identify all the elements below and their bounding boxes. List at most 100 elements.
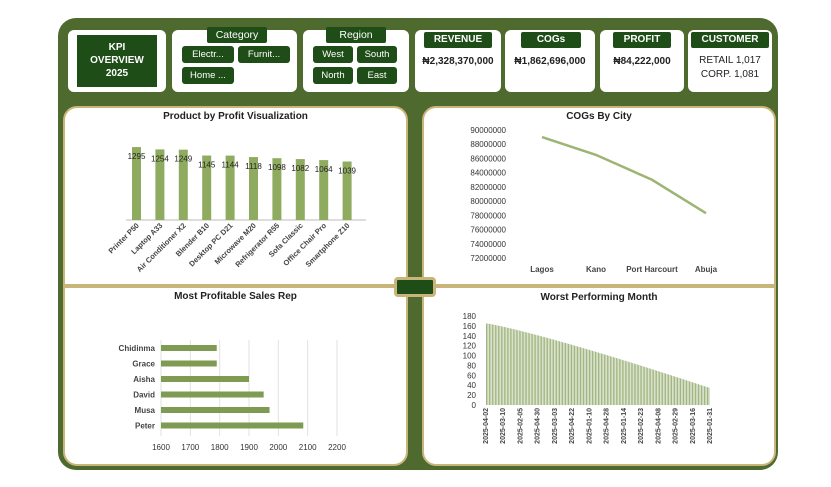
y-tick-label: 0 (472, 401, 477, 410)
bar (202, 155, 212, 220)
bar (663, 373, 665, 405)
sales-rep-panel: Most Profitable Sales Rep 1600 1700 1800 19… (63, 286, 408, 466)
bar (681, 378, 683, 405)
category-option-furniture[interactable]: Furnit... (238, 46, 290, 63)
bar (653, 369, 655, 405)
x-tick-label: Abuja (695, 265, 718, 274)
x-tick-label: 2025-02-23 (638, 408, 645, 444)
bar (624, 360, 626, 405)
customer-retail: RETAIL 1,017 (699, 55, 761, 66)
bar (161, 360, 217, 367)
bar (523, 331, 525, 405)
region-option-east[interactable]: East (357, 67, 397, 84)
y-tick-label: 72000000 (470, 254, 506, 263)
bar (572, 345, 574, 405)
bar (509, 328, 511, 405)
bar (645, 367, 647, 405)
worst-month-panel: Worst Performing Month 0 20 40 60 80 100 120 14… (422, 286, 776, 466)
revenue-title: REVENUE (424, 32, 492, 48)
bar (593, 351, 595, 405)
bar (491, 324, 493, 405)
x-tick-label: 1700 (181, 443, 199, 452)
x-tick-label: 2025-04-02 (483, 408, 490, 444)
bar (629, 362, 631, 405)
y-tick-label: 180 (463, 312, 477, 321)
x-tick-label: 2025-03-03 (552, 408, 559, 444)
profit-card: PROFIT ₦84,222,000 (600, 30, 684, 92)
y-tick-label: 74000000 (470, 240, 506, 249)
bar (657, 371, 659, 405)
bar (615, 358, 617, 405)
data-label: 1249 (174, 155, 192, 164)
bar (614, 357, 616, 405)
profit-title: PROFIT (613, 32, 671, 48)
bar (638, 364, 640, 405)
bar (586, 349, 587, 405)
bar (611, 356, 613, 405)
bar (587, 349, 589, 405)
bar (612, 357, 614, 405)
x-tick-label: 2025-04-30 (535, 408, 542, 444)
bar (630, 362, 632, 405)
kpi-title-line: KPI (108, 42, 126, 53)
bar (515, 329, 517, 405)
profit-value: ₦84,222,000 (613, 56, 671, 67)
bar (249, 157, 258, 220)
bar (686, 380, 687, 405)
category-option-home[interactable]: Home ... (182, 67, 234, 84)
bar (295, 159, 305, 220)
bar (497, 325, 499, 405)
bar (539, 335, 541, 405)
bar (623, 360, 625, 405)
bar (602, 353, 604, 405)
bar (598, 352, 599, 405)
bar (514, 329, 516, 405)
bar (636, 364, 638, 405)
bar (505, 327, 507, 405)
cogs-title: COGs (521, 32, 581, 48)
bar (178, 149, 188, 220)
bar (566, 343, 568, 405)
category-option-electronics[interactable]: Electr... (182, 46, 234, 63)
bar (687, 380, 689, 405)
bar (707, 387, 708, 405)
region-slicer: Region West South North East (303, 27, 409, 92)
bar (562, 342, 563, 405)
bar (627, 361, 629, 405)
y-tick-label: Chidinma (119, 344, 156, 353)
revenue-card: REVENUE ₦2,328,370,000 (415, 30, 501, 92)
bar (654, 370, 656, 405)
bar (502, 326, 504, 405)
y-tick-label: 120 (463, 342, 477, 351)
category-slicer: Category Electr... Furnit... Home ... (172, 27, 297, 92)
bar (541, 336, 543, 405)
bar (577, 346, 578, 405)
x-tick-label: 2025-04-22 (569, 408, 576, 444)
bar (155, 149, 165, 220)
bar (551, 339, 553, 405)
bar (650, 368, 652, 405)
bar (699, 384, 701, 405)
bar (521, 331, 523, 405)
bar (526, 332, 528, 405)
bar (671, 375, 672, 405)
x-tick-label: 1800 (211, 443, 229, 452)
bar (511, 328, 513, 405)
bar (530, 333, 532, 405)
bar (571, 344, 572, 405)
y-tick-label: 100 (463, 352, 477, 361)
bar (696, 383, 698, 405)
region-option-south[interactable]: South (357, 46, 397, 63)
bar (342, 161, 352, 220)
bar (648, 368, 650, 405)
bar (560, 341, 562, 405)
region-option-north[interactable]: North (313, 67, 353, 84)
bar (635, 364, 637, 405)
y-tick-label: 60 (467, 371, 476, 380)
customer-title: CUSTOMER (691, 32, 769, 48)
bar (608, 355, 610, 405)
region-option-west[interactable]: West (313, 46, 353, 63)
x-tick-label: Port Harcourt (626, 265, 678, 274)
bar (496, 325, 498, 405)
